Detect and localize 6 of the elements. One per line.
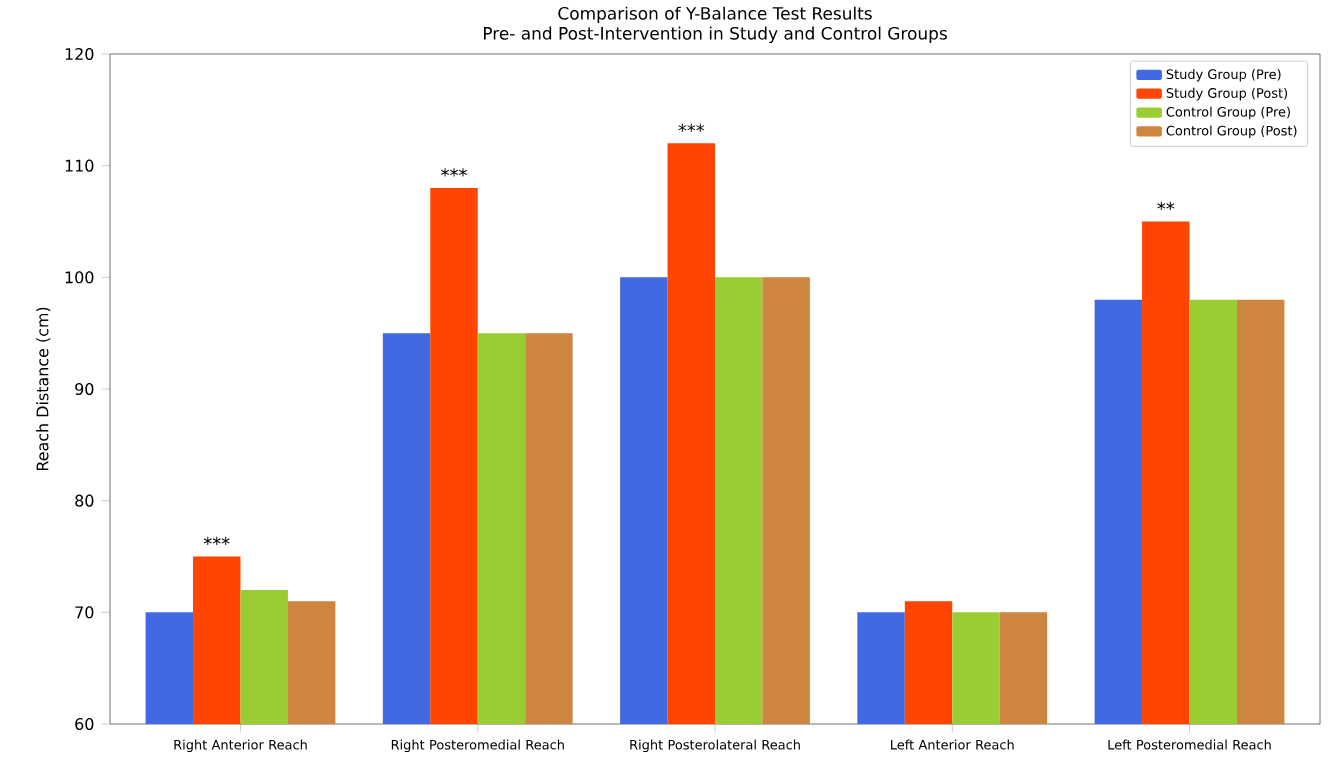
annotation: *** [678, 123, 705, 132]
annotation: ** [1157, 201, 1175, 210]
chart-title: Comparison of Y-Balance Test Results [558, 6, 872, 24]
chart-subtitle: Pre- and Post-Intervention in Study and Control Groups [484, 26, 947, 43]
annotation: *** [203, 536, 230, 545]
annotation: *** [441, 168, 467, 177]
